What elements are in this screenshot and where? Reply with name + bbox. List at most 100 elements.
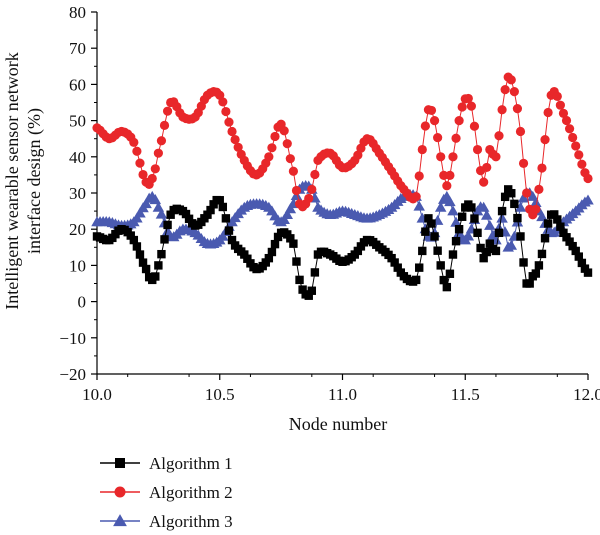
data-point-circle [291,185,302,196]
legend-label: Algorithm 3 [149,512,233,531]
y-tick-label: −20 [59,365,86,384]
data-point-circle [448,152,458,162]
data-point-circle [138,169,148,180]
x-axis-title: Node number [289,414,387,434]
data-point-square [270,239,280,249]
data-point-circle [506,75,516,85]
x-tick-label: 11.5 [451,385,480,404]
data-point-circle [445,170,455,180]
data-point-square [427,219,436,228]
data-point-circle [129,137,139,147]
data-point-circle [221,106,231,117]
data-point-circle [304,193,314,204]
y-axis-title-line: interface design (%) [24,108,45,254]
data-point-circle [132,146,142,156]
data-point-square [353,246,363,256]
data-point-circle [512,104,523,114]
data-point-triangle [496,212,508,223]
legend-label: Algorithm 2 [149,483,233,502]
data-point-circle [426,105,437,116]
data-point-circle [451,133,461,143]
data-point-square [507,189,516,198]
data-point-circle [522,188,532,198]
data-point-square [565,237,574,246]
data-point-circle [288,166,298,176]
data-point-circle [270,131,280,142]
data-point-square [292,257,301,266]
data-point-square [129,235,139,245]
data-point-triangle [413,200,425,211]
data-point-square [184,214,194,223]
data-point-square [439,275,448,285]
data-point-square [537,249,547,259]
data-point-square [540,234,550,243]
data-point-circle [417,144,427,155]
data-point-square [451,236,461,246]
data-point-square [289,239,298,248]
y-tick-label: 50 [69,112,86,131]
data-point-square [470,214,479,223]
data-point-square [215,196,224,205]
data-point-circle [555,100,565,110]
data-point-square [424,214,433,223]
data-point-triangle [149,194,162,205]
data-point-circle [491,152,501,162]
series-layer [91,72,594,300]
data-point-square [154,261,163,270]
data-point-triangle [484,219,496,230]
data-point-square [467,203,476,212]
data-point-square [224,226,234,235]
data-point-square [387,253,396,263]
data-point-triangle [434,201,447,212]
data-point-circle [433,132,443,143]
y-tick-label: 70 [69,39,86,58]
data-point-square [553,215,562,224]
data-point-circle [411,192,421,202]
legend: Algorithm 1 Algorithm 2 Algorithm 3 [100,454,233,531]
data-point-square [568,241,577,251]
y-tick-label: 30 [69,184,86,203]
data-point-circle [574,150,584,160]
data-point-circle [353,150,363,160]
data-point-circle [153,148,163,158]
y-tick-label: 80 [69,3,86,22]
data-point-circle [466,101,476,111]
y-tick-label: 20 [69,220,86,239]
data-point-square [500,192,510,202]
data-point-circle [543,107,553,118]
data-point-square [218,202,228,212]
x-tick-label: 10.5 [205,385,235,404]
data-point-circle [479,177,489,187]
data-point-square [411,275,421,285]
data-point-square [393,263,402,272]
legend-label: Algorithm 1 [149,454,233,473]
data-point-square [583,268,593,277]
data-point-square [286,234,295,243]
y-tick-label: 10 [69,256,86,275]
data-point-square [206,205,215,215]
data-point-square [304,291,313,300]
data-point-square [534,261,544,270]
data-point-square [415,263,424,272]
data-point-square [543,219,553,228]
data-point-triangle [477,201,490,212]
data-point-circle [463,93,473,104]
data-point-circle [162,106,173,116]
data-point-square [571,246,580,256]
data-point-triangle [113,514,127,527]
data-point-square [531,269,541,278]
data-point-circle [457,102,467,112]
data-point-circle [568,132,578,143]
data-point-square [510,199,519,209]
data-point-square [497,206,507,216]
y-axis-title-line: Intelligent wearable sensor network [2,52,22,309]
data-point-circle [218,97,228,107]
legend-item: Algorithm 2 [100,483,233,502]
series-algorithm-2 [92,72,593,220]
y-tick-label: −10 [59,329,86,348]
data-point-square [574,252,583,261]
data-point-circle [561,115,572,126]
data-point-triangle [444,196,456,207]
data-point-square [485,239,494,248]
data-point-square [307,286,317,295]
